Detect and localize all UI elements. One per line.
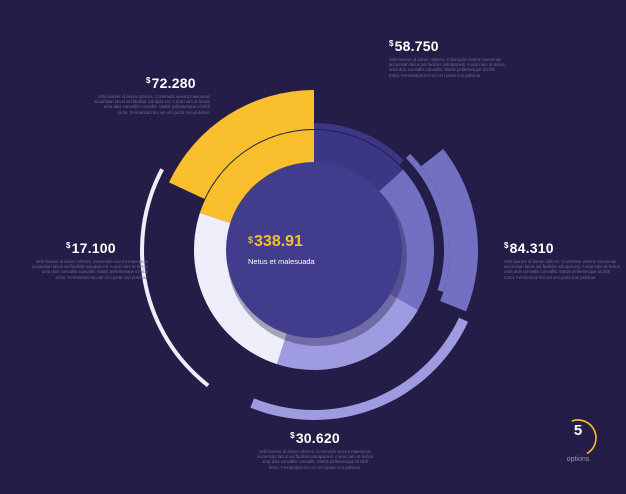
label-block-top-left: $72.280 Vehi laoreet id donec ultrices. … [92,75,210,115]
center-label: Netus et malesuada [248,257,315,266]
label-block-bottom: $30.620 Vehi laoreet id donec ultrices. … [256,430,374,470]
segment-value-bottom: $30.620 [290,430,340,446]
segment-description-top-right: Vehi laoreet id donec ultrices. Commodo … [389,57,505,78]
center-total-value: $338.91 [248,233,303,250]
segment-description-top-left: Vehi laoreet id donec ultrices. Commodo … [94,94,210,115]
segment-description-left: Vehi laoreet id donec ultrices. Commodo … [32,259,148,280]
segment-value-left: $17.100 [66,240,116,256]
label-block-top-right: $58.750 Vehi laoreet id donec ultrices. … [389,38,507,78]
segment-arc-right-thin [405,153,451,293]
segment-value-top-left: $72.280 [146,75,196,91]
segment-arc-bottom [250,317,469,420]
options-label: options [566,456,590,463]
segment-arc-right-thick [421,149,478,312]
options-count: 5 [573,422,583,439]
segment-description-right: Vehi laoreet id donec ultrices. Commodo … [504,259,620,280]
segment-arc-top-left [168,90,314,199]
segment-value-top-right: $58.750 [389,38,439,54]
label-block-left: $17.100 Vehi laoreet id donec ultrices. … [30,240,148,280]
label-block-right: $84.310 Vehi laoreet id donec ultrices. … [504,240,622,280]
options-ring [571,419,597,455]
segment-description-bottom: Vehi laoreet id donec ultrices. Commodo … [257,449,373,470]
segment-arc-top-right [314,123,404,165]
center-disc [226,162,402,338]
segment-value-right: $84.310 [504,240,554,256]
